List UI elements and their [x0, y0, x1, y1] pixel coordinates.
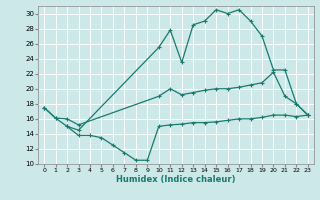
- X-axis label: Humidex (Indice chaleur): Humidex (Indice chaleur): [116, 175, 236, 184]
